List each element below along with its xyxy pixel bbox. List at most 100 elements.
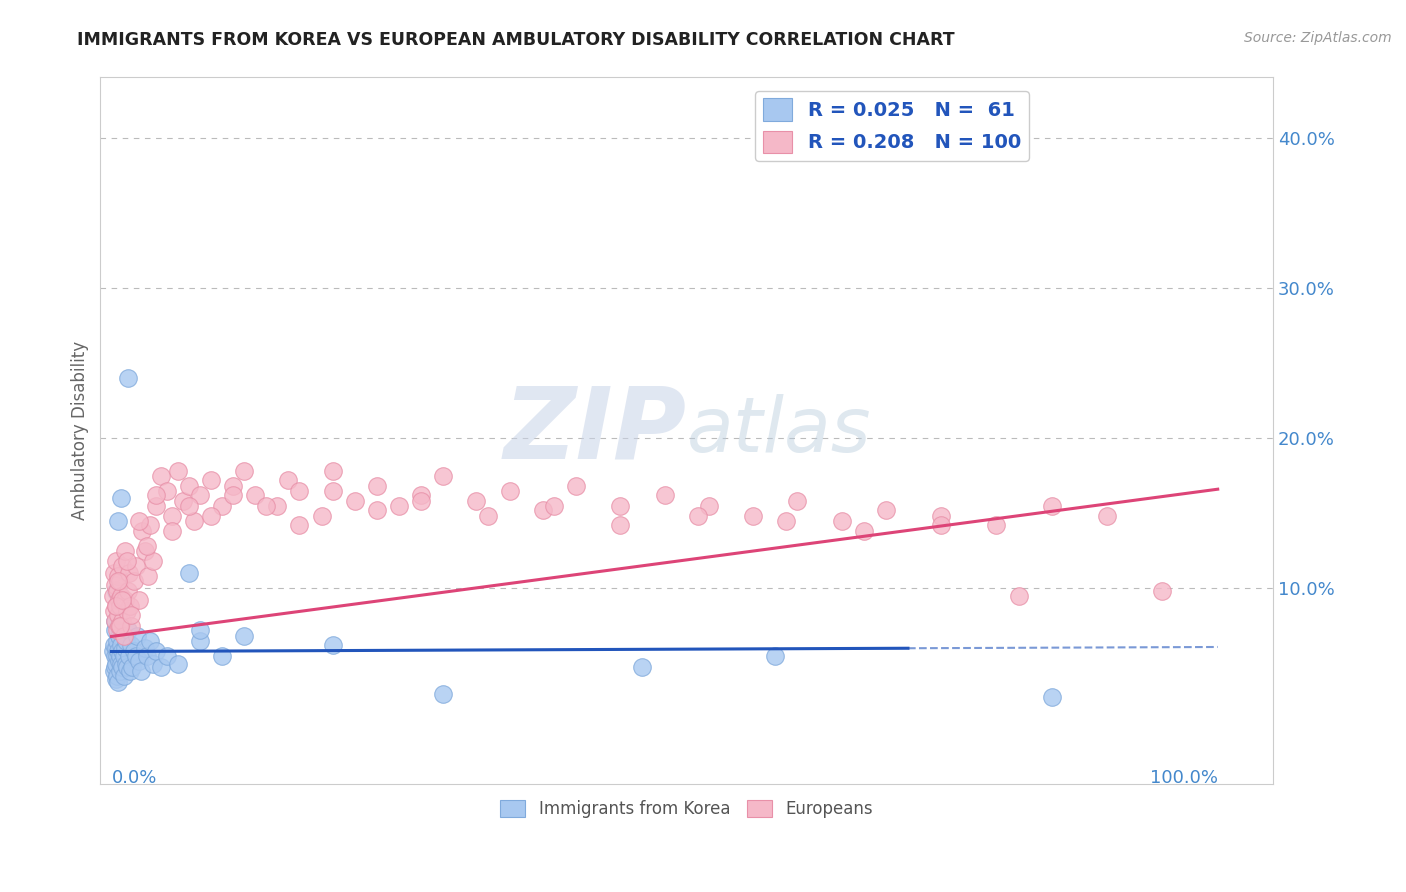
Point [104,624,127,638]
Point [120,639,142,653]
Point [188,624,211,638]
Point [104,641,127,656]
Point [115,554,138,568]
Point [609,499,631,513]
Point [1095,509,1118,524]
Point [477,509,499,524]
Point [104,599,127,614]
Point [112,630,135,644]
Point [115,604,138,618]
Point [266,499,288,513]
Point [288,483,311,498]
Point [107,569,129,583]
Y-axis label: Ambulatory Disability: Ambulatory Disability [72,341,89,520]
Point [135,648,157,663]
Point [188,488,211,502]
Point [786,494,808,508]
Point [188,634,211,648]
Text: 0.0%: 0.0% [111,769,157,788]
Point [654,488,676,502]
Point [118,648,141,663]
Point [104,657,127,671]
Point [114,657,136,671]
Point [103,639,125,653]
Point [697,499,720,513]
Point [211,499,233,513]
Point [114,543,136,558]
Point [432,468,454,483]
Point [120,599,142,614]
Point [121,659,143,673]
Point [104,554,127,568]
Point [852,524,875,539]
Point [322,483,344,498]
Point [245,488,267,502]
Text: atlas: atlas [686,393,872,467]
Point [104,659,127,673]
Point [145,644,167,658]
Point [222,479,245,493]
Point [108,619,131,633]
Point [111,615,134,629]
Point [104,648,127,663]
Text: 100.0%: 100.0% [1150,769,1218,788]
Point [150,468,173,483]
Point [110,657,132,671]
Point [366,503,388,517]
Point [120,619,142,633]
Point [200,473,222,487]
Point [125,630,148,644]
Point [122,574,145,588]
Text: IMMIGRANTS FROM KOREA VS EUROPEAN AMBULATORY DISABILITY CORRELATION CHART: IMMIGRANTS FROM KOREA VS EUROPEAN AMBULA… [77,31,955,49]
Point [110,648,132,663]
Point [114,641,136,656]
Point [145,488,167,502]
Point [105,634,128,648]
Point [831,514,853,528]
Point [145,499,167,513]
Point [543,499,565,513]
Point [118,566,141,581]
Point [105,668,128,682]
Point [125,648,148,663]
Point [172,494,194,508]
Point [107,644,129,658]
Point [101,589,124,603]
Point [112,668,135,682]
Point [110,664,132,678]
Point [166,657,188,671]
Point [104,615,127,629]
Point [929,518,952,533]
Point [177,566,200,581]
Point [411,494,433,508]
Point [177,479,200,493]
Point [114,634,136,648]
Point [343,494,366,508]
Point [117,371,139,385]
Point [465,494,488,508]
Point [1040,690,1063,704]
Point [108,630,131,644]
Point [117,584,139,599]
Point [104,599,127,614]
Point [222,488,245,502]
Point [388,499,411,513]
Point [115,659,138,673]
Point [277,473,299,487]
Point [929,509,952,524]
Point [135,539,157,553]
Point [233,630,256,644]
Point [366,479,388,493]
Point [1040,499,1063,513]
Point [104,584,127,599]
Point [742,509,765,524]
Point [111,659,134,673]
Point [104,578,127,592]
Point [105,648,128,663]
Point [1007,589,1029,603]
Point [166,464,188,478]
Point [432,687,454,701]
Point [110,589,132,603]
Point [107,514,129,528]
Point [111,593,134,607]
